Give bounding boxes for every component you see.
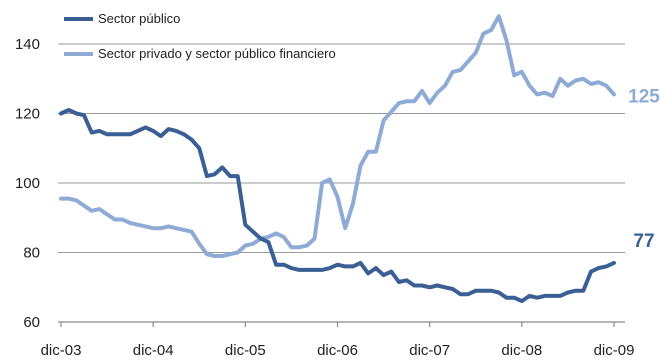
x-tick-label: dic-06 <box>317 342 358 359</box>
end-labels: 77 125 <box>628 86 660 252</box>
y-axis-tick-labels: 60 80 100 120 140 <box>15 36 40 331</box>
gridlines <box>58 43 625 253</box>
series-line-0 <box>59 108 616 304</box>
legend-entry: Sector privado y sector público financie… <box>98 46 336 61</box>
y-tick-label: 100 <box>15 175 40 192</box>
x-axis: dic-03 dic-04 dic-05 dic-06 dic-07 dic-08 dic-… <box>41 321 635 359</box>
end-value-label: 77 <box>633 231 654 252</box>
x-tick-label: dic-05 <box>225 342 266 359</box>
x-tick-label: dic-04 <box>133 342 174 359</box>
legend-entry: Sector público <box>98 11 180 26</box>
series-line-1 <box>59 14 616 258</box>
x-tick-label: dic-03 <box>41 342 82 359</box>
y-tick-label: 80 <box>23 245 40 262</box>
y-tick-label: 120 <box>15 106 40 123</box>
end-value-label: 125 <box>628 86 660 107</box>
x-tick-label: dic-07 <box>409 342 450 359</box>
y-tick-label: 140 <box>15 36 40 53</box>
legend: Sector público Sector privado y sector pú… <box>64 11 336 61</box>
x-tick-label: dic-09 <box>594 342 635 359</box>
x-tick-label: dic-08 <box>501 342 542 359</box>
y-tick-label: 60 <box>23 314 40 331</box>
series-lines <box>59 14 616 304</box>
